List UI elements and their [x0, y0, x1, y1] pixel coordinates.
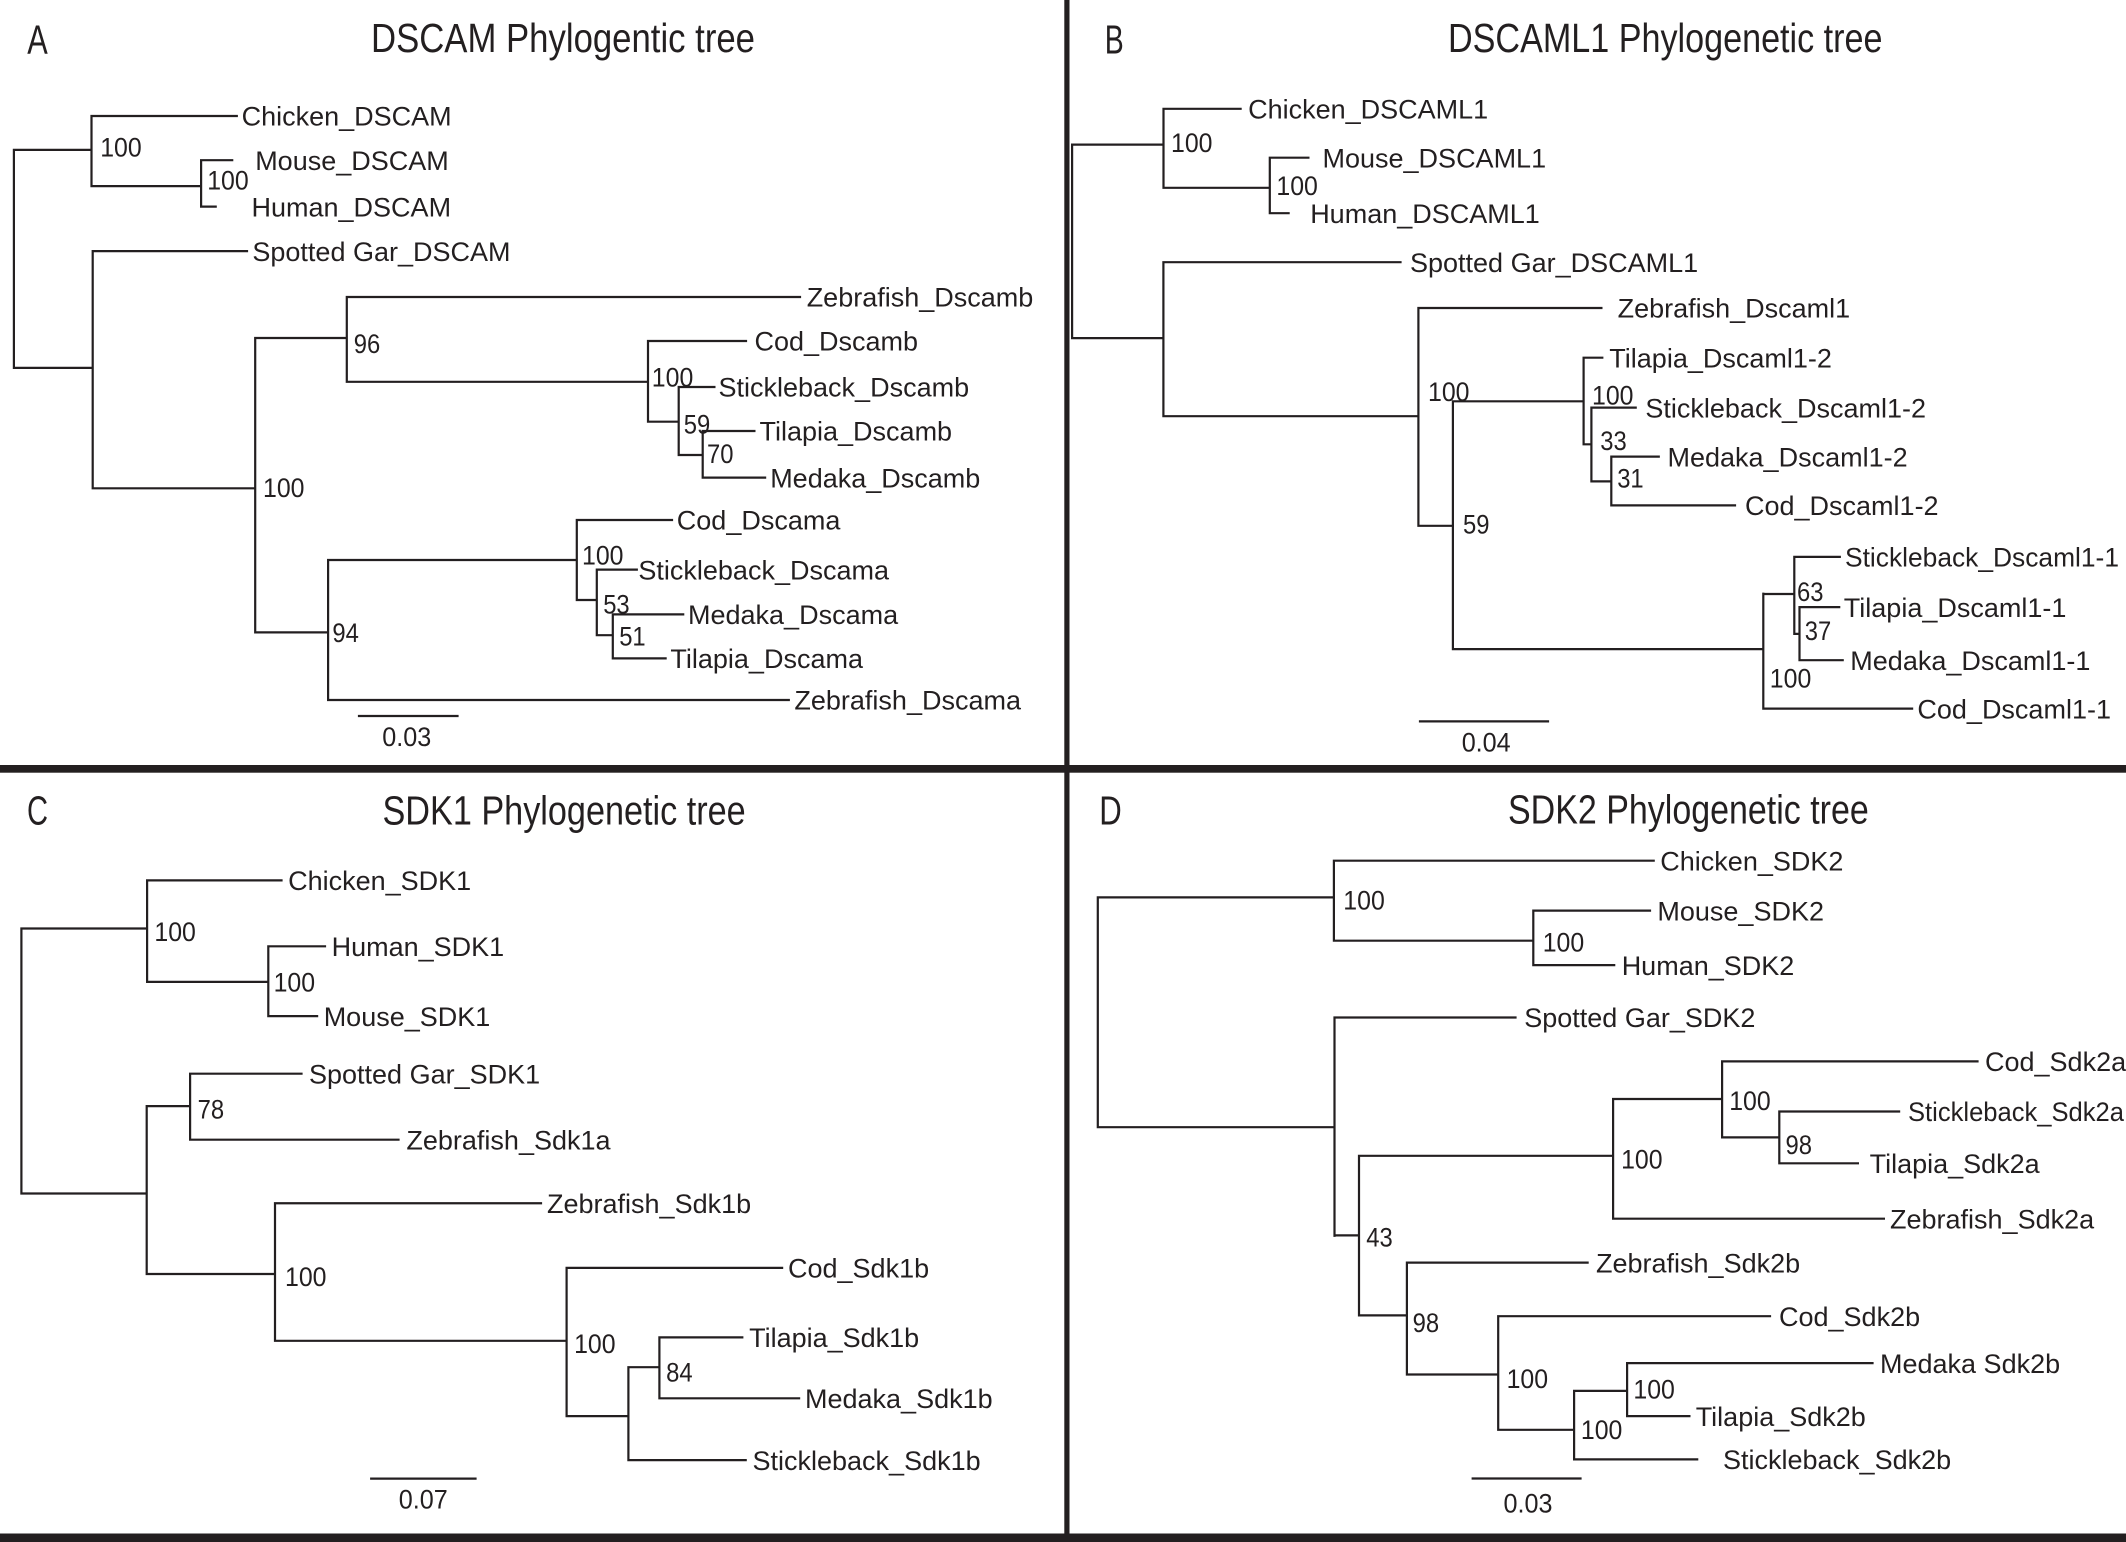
- svg-text:Chicken_SDK2: Chicken_SDK2: [1660, 846, 1843, 876]
- svg-text:DSCAM Phylogentic tree: DSCAM Phylogentic tree: [371, 15, 755, 61]
- svg-text:Stickleback_Dscaml1-1: Stickleback_Dscaml1-1: [1845, 543, 2119, 573]
- svg-text:Spotted Gar_DSCAML1: Spotted Gar_DSCAML1: [1410, 248, 1698, 278]
- svg-text:Mouse_SDK2: Mouse_SDK2: [1657, 896, 1824, 926]
- svg-text:51: 51: [619, 622, 646, 652]
- svg-text:Chicken_DSCAML1: Chicken_DSCAML1: [1248, 95, 1488, 125]
- svg-text:Tilapia_Sdk1b: Tilapia_Sdk1b: [749, 1323, 919, 1353]
- svg-text:33: 33: [1600, 426, 1627, 456]
- svg-text:C: C: [27, 787, 48, 833]
- svg-text:43: 43: [1366, 1223, 1393, 1253]
- svg-text:Stickleback_Sdk2a: Stickleback_Sdk2a: [1908, 1097, 2125, 1127]
- svg-text:Tilapia_Dscama: Tilapia_Dscama: [670, 644, 864, 674]
- svg-text:Zebrafish_Sdk2b: Zebrafish_Sdk2b: [1596, 1248, 1800, 1278]
- svg-text:63: 63: [1797, 577, 1824, 607]
- svg-text:37: 37: [1805, 616, 1832, 646]
- svg-text:98: 98: [1786, 1130, 1813, 1160]
- svg-text:0.04: 0.04: [1462, 727, 1511, 757]
- svg-text:Human_DSCAM: Human_DSCAM: [252, 192, 452, 222]
- svg-text:Tilapia_Sdk2b: Tilapia_Sdk2b: [1696, 1402, 1866, 1432]
- svg-text:100: 100: [1507, 1364, 1549, 1394]
- svg-text:Chicken_SDK1: Chicken_SDK1: [288, 866, 471, 896]
- svg-text:Spotted Gar_SDK1: Spotted Gar_SDK1: [309, 1059, 540, 1089]
- svg-text:100: 100: [582, 541, 624, 571]
- svg-text:94: 94: [332, 618, 359, 648]
- svg-text:Stickleback_Dscamb: Stickleback_Dscamb: [719, 373, 970, 403]
- svg-text:Zebrafish_Dscamb: Zebrafish_Dscamb: [807, 283, 1034, 313]
- svg-text:Zebrafish_Sdk1b: Zebrafish_Sdk1b: [547, 1189, 751, 1219]
- svg-text:100: 100: [1621, 1145, 1663, 1175]
- svg-text:Tilapia_Dscaml1-1: Tilapia_Dscaml1-1: [1844, 593, 2067, 623]
- svg-text:Cod_Dscaml1-1: Cod_Dscaml1-1: [1917, 694, 2111, 724]
- svg-text:Medaka_Dscaml1-2: Medaka_Dscaml1-2: [1668, 442, 1908, 472]
- svg-text:D: D: [1099, 787, 1122, 833]
- svg-text:100: 100: [1543, 928, 1585, 958]
- svg-text:70: 70: [707, 439, 734, 469]
- svg-text:Cod_Sdk2a: Cod_Sdk2a: [1985, 1047, 2126, 1077]
- svg-text:59: 59: [1463, 510, 1490, 540]
- svg-text:100: 100: [574, 1329, 616, 1359]
- svg-text:53: 53: [603, 590, 630, 620]
- svg-text:84: 84: [666, 1358, 693, 1388]
- svg-text:Stickleback_Dscama: Stickleback_Dscama: [638, 555, 890, 585]
- svg-text:100: 100: [1581, 1415, 1623, 1445]
- svg-text:A: A: [27, 17, 48, 63]
- svg-text:Zebrafish_Dscaml1: Zebrafish_Dscaml1: [1618, 294, 1851, 324]
- svg-text:Zebrafish_Dscama: Zebrafish_Dscama: [794, 686, 1022, 716]
- svg-text:78: 78: [198, 1094, 225, 1124]
- svg-text:Human_SDK1: Human_SDK1: [332, 932, 505, 962]
- svg-text:Tilapia_Sdk2a: Tilapia_Sdk2a: [1870, 1149, 2041, 1179]
- svg-text:100: 100: [1276, 171, 1318, 201]
- svg-text:100: 100: [652, 363, 694, 393]
- svg-text:100: 100: [207, 166, 249, 196]
- svg-text:Tilapia_Dscaml1-2: Tilapia_Dscaml1-2: [1609, 343, 1832, 373]
- svg-text:0.07: 0.07: [399, 1484, 448, 1514]
- svg-text:100: 100: [274, 967, 316, 997]
- svg-text:100: 100: [1592, 381, 1634, 411]
- svg-text:Cod_Dscama: Cod_Dscama: [677, 506, 842, 536]
- svg-text:Stickleback_Sdk2b: Stickleback_Sdk2b: [1723, 1445, 1951, 1475]
- svg-text:96: 96: [354, 329, 381, 359]
- svg-text:100: 100: [154, 917, 196, 947]
- svg-text:100: 100: [1428, 377, 1470, 407]
- svg-text:Mouse_SDK1: Mouse_SDK1: [324, 1002, 491, 1032]
- svg-text:Mouse_DSCAM: Mouse_DSCAM: [255, 146, 449, 176]
- svg-text:Chicken_DSCAM: Chicken_DSCAM: [242, 102, 452, 132]
- svg-text:DSCAML1 Phylogenetic tree: DSCAML1 Phylogenetic tree: [1448, 15, 1883, 61]
- svg-text:100: 100: [1171, 128, 1213, 158]
- svg-text:100: 100: [1633, 1375, 1675, 1405]
- svg-text:100: 100: [100, 132, 142, 162]
- svg-text:Human_SDK2: Human_SDK2: [1622, 951, 1795, 981]
- svg-text:Stickleback_Sdk1b: Stickleback_Sdk1b: [753, 1446, 981, 1476]
- svg-text:Medaka_Dscaml1-1: Medaka_Dscaml1-1: [1850, 646, 2090, 676]
- svg-text:Zebrafish_Sdk2a: Zebrafish_Sdk2a: [1890, 1204, 2095, 1234]
- svg-text:SDK1 Phylogenetic tree: SDK1 Phylogenetic tree: [382, 788, 745, 834]
- svg-text:100: 100: [1770, 663, 1812, 693]
- svg-text:Cod_Dscamb: Cod_Dscamb: [755, 327, 919, 357]
- svg-text:Cod_Sdk1b: Cod_Sdk1b: [788, 1254, 929, 1284]
- svg-text:100: 100: [285, 1262, 327, 1292]
- svg-text:100: 100: [1729, 1086, 1771, 1116]
- svg-text:31: 31: [1617, 464, 1644, 494]
- svg-text:Medaka_Dscamb: Medaka_Dscamb: [770, 463, 980, 493]
- svg-text:100: 100: [263, 473, 305, 503]
- svg-text:Medaka_Sdk1b: Medaka_Sdk1b: [805, 1384, 993, 1414]
- svg-text:Cod_Sdk2b: Cod_Sdk2b: [1779, 1302, 1920, 1332]
- svg-text:Mouse_DSCAML1: Mouse_DSCAML1: [1323, 143, 1547, 173]
- svg-text:Zebrafish_Sdk1a: Zebrafish_Sdk1a: [406, 1125, 611, 1155]
- svg-text:SDK2 Phylogenetic tree: SDK2 Phylogenetic tree: [1508, 787, 1869, 833]
- svg-text:59: 59: [684, 410, 711, 440]
- svg-text:B: B: [1105, 17, 1124, 63]
- svg-text:0.03: 0.03: [1504, 1489, 1553, 1519]
- svg-text:100: 100: [1343, 885, 1385, 915]
- svg-text:0.03: 0.03: [382, 722, 431, 752]
- svg-text:Spotted Gar_DSCAM: Spotted Gar_DSCAM: [252, 237, 510, 267]
- svg-text:Stickleback_Dscaml1-2: Stickleback_Dscaml1-2: [1645, 393, 1926, 423]
- svg-text:98: 98: [1413, 1308, 1440, 1338]
- svg-text:Human_DSCAML1: Human_DSCAML1: [1310, 199, 1540, 229]
- svg-text:Spotted Gar_SDK2: Spotted Gar_SDK2: [1524, 1003, 1755, 1033]
- svg-text:Medaka_Dscama: Medaka_Dscama: [688, 600, 899, 630]
- svg-text:Medaka Sdk2b: Medaka Sdk2b: [1880, 1349, 2060, 1379]
- svg-text:Tilapia_Dscamb: Tilapia_Dscamb: [760, 417, 953, 447]
- svg-text:Cod_Dscaml1-2: Cod_Dscaml1-2: [1745, 491, 1939, 521]
